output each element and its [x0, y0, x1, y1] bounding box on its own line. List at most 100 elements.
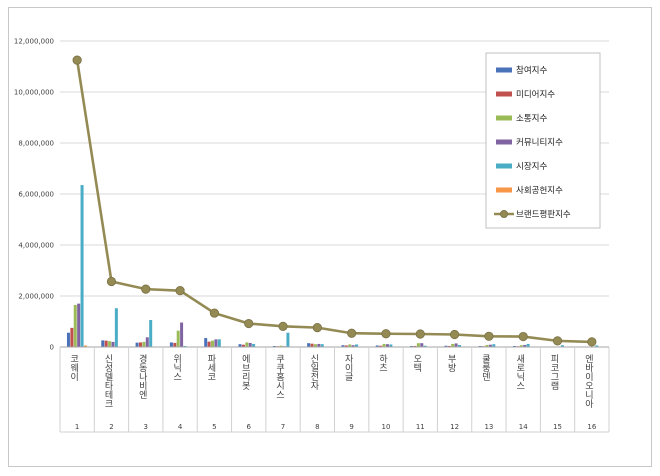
category-number: 12 — [450, 423, 459, 431]
category-number: 14 — [519, 423, 528, 431]
legend-swatch — [496, 163, 512, 169]
bar — [344, 345, 348, 347]
category-number: 15 — [553, 423, 562, 431]
y-tick-label: 10,000,000 — [14, 89, 54, 97]
bar — [389, 344, 393, 347]
bar — [211, 340, 215, 347]
line-point — [209, 308, 220, 318]
legend-label: 소통지수 — [516, 114, 547, 124]
bar — [135, 342, 139, 347]
bar — [145, 337, 149, 347]
line-point — [449, 329, 460, 340]
line-point — [552, 336, 563, 346]
line-path — [75, 59, 592, 344]
bar — [420, 343, 424, 347]
bar — [410, 345, 414, 347]
category-number: 2 — [109, 423, 113, 431]
bar — [519, 345, 523, 347]
legend-label: 시장지수 — [516, 161, 547, 172]
bar — [451, 343, 455, 347]
bar — [560, 345, 564, 347]
bar — [183, 345, 187, 347]
bar — [272, 345, 276, 347]
y-tick-label: 6,000,000 — [18, 191, 54, 199]
category-number: 10 — [382, 423, 391, 431]
category-number: 13 — [484, 423, 493, 431]
bar — [169, 342, 173, 347]
bar — [279, 345, 283, 347]
category-number: 6 — [246, 423, 251, 431]
bar — [245, 342, 249, 347]
category-label: 오텍 — [411, 354, 421, 373]
category-number: 4 — [178, 423, 183, 431]
legend-label: 미디어지수 — [516, 89, 555, 100]
line-point — [72, 55, 82, 65]
x-axis: 코웨이 1 신성델타테크 2 경동나비엔 3 위닉스 4 파세코 5 에브리봇 6 쿠쿠홈시스 7 신일전자… — [59, 346, 610, 433]
bar — [73, 304, 77, 347]
bar — [492, 344, 496, 347]
bar — [142, 341, 146, 347]
bar — [320, 344, 324, 347]
bar — [207, 341, 211, 347]
line-point — [175, 286, 185, 296]
bar — [101, 340, 105, 347]
bar — [286, 332, 290, 347]
bar — [513, 345, 517, 347]
bar — [317, 343, 321, 347]
bar — [526, 343, 530, 347]
bar — [341, 345, 345, 347]
bar — [248, 342, 252, 347]
bar — [114, 308, 118, 347]
bar — [423, 345, 427, 347]
bar — [375, 345, 379, 347]
category-label: 신일전자 — [308, 354, 318, 391]
bar — [355, 344, 359, 347]
category-label: 피코그램 — [549, 354, 559, 390]
y-tick-label: 12,000,000 — [14, 38, 54, 46]
y-tick-label: 0 — [50, 344, 54, 352]
line-series — [72, 55, 597, 347]
category-label: 하츠 — [377, 354, 387, 372]
bar — [478, 345, 482, 347]
bar — [313, 344, 317, 347]
line-point — [106, 276, 117, 287]
bar — [413, 345, 417, 347]
category-label: 경동나비엔 — [137, 353, 147, 399]
line-point — [278, 321, 288, 331]
category-label: 쿠쿠홈시스 — [274, 354, 284, 399]
bar — [488, 344, 492, 347]
bar — [447, 345, 451, 347]
category-label: 자이글 — [343, 354, 353, 381]
bar — [241, 344, 245, 347]
category-label: 에브리봇 — [240, 354, 250, 391]
legend-swatch — [496, 139, 512, 145]
category-number: 11 — [416, 423, 425, 431]
legend-label: 커뮤니티지수 — [516, 137, 563, 148]
category-number: 1 — [75, 423, 79, 431]
bar — [485, 344, 489, 347]
legend-swatch — [496, 67, 512, 73]
bar — [385, 344, 389, 347]
category-label: 위닉스 — [171, 354, 181, 381]
bar — [204, 338, 208, 347]
y-tick-label: 2,000,000 — [18, 293, 54, 301]
y-axis: 0 2,000,000 4,000,000 6,000,000 8,000,000 10,… — [14, 38, 54, 352]
legend-label: 참여지수 — [516, 65, 547, 76]
bar — [173, 342, 177, 347]
y-tick-label: 4,000,000 — [18, 242, 54, 250]
bar — [104, 340, 108, 347]
y-tick-label: 8,000,000 — [18, 140, 54, 148]
legend-swatch — [496, 115, 512, 121]
bar — [348, 344, 352, 347]
bar — [238, 344, 242, 347]
category-label: 엔바이오니아 — [583, 354, 593, 409]
bar — [457, 344, 461, 347]
category-number: 5 — [212, 423, 216, 431]
gridlines — [60, 40, 609, 297]
bar — [217, 339, 221, 347]
line-point — [347, 328, 357, 338]
bar — [454, 343, 458, 347]
bar — [382, 343, 386, 347]
